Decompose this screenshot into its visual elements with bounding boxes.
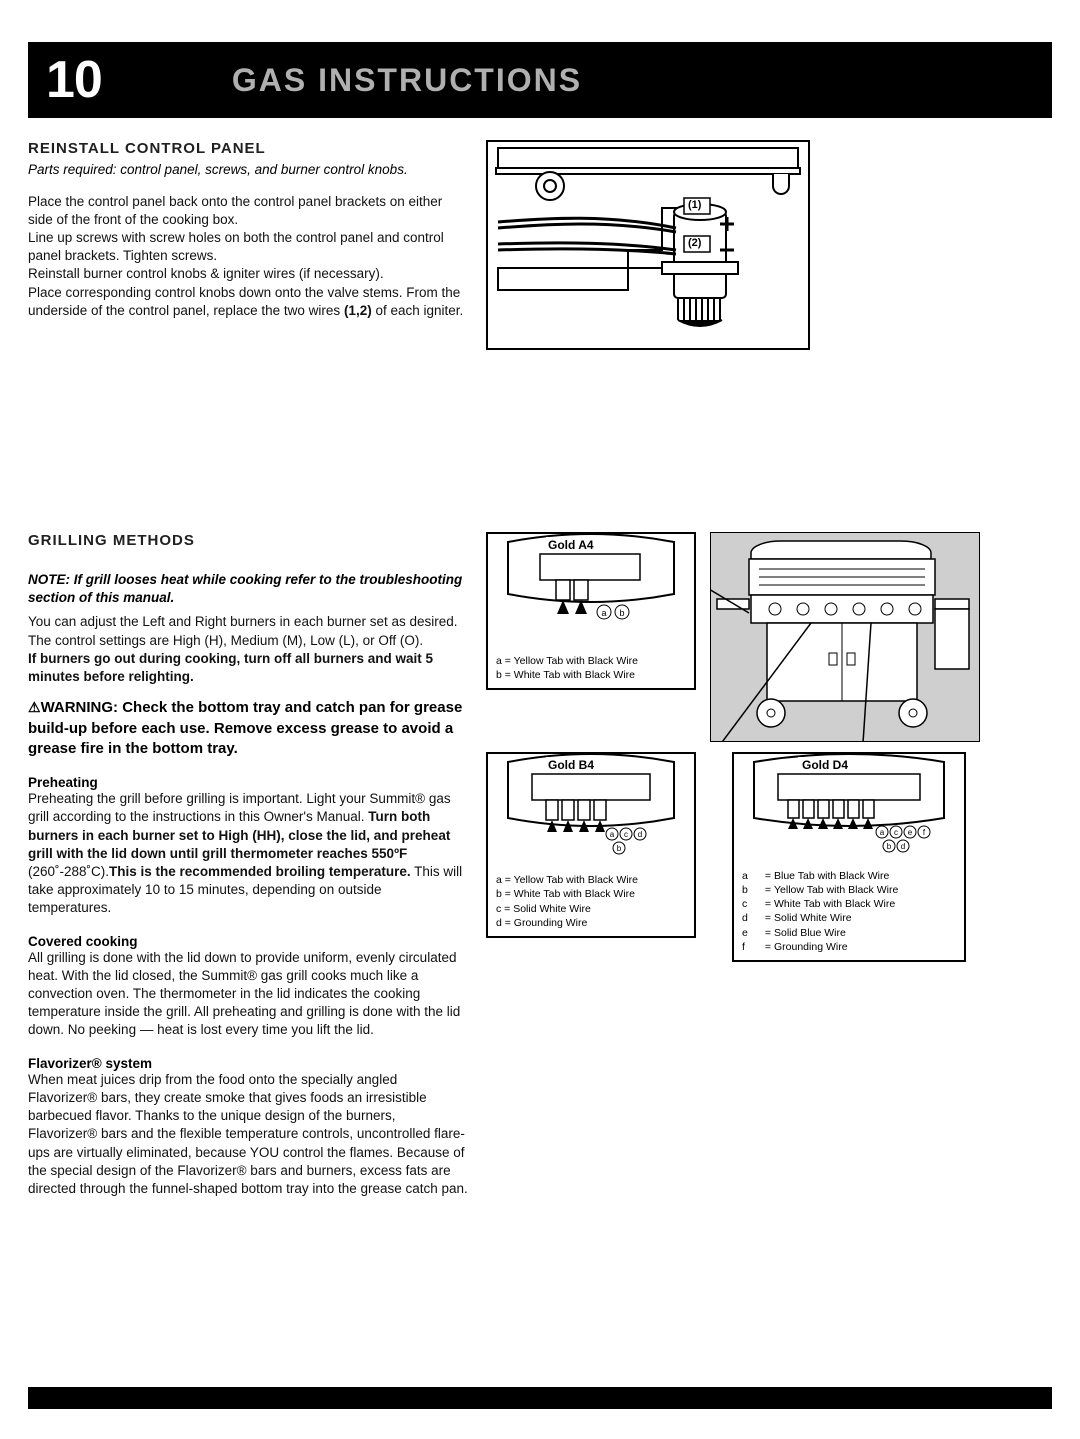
grilling-heading: GRILLING METHODS bbox=[28, 532, 468, 549]
gold-d4-legend-4: e=Solid Blue Wire bbox=[742, 926, 956, 940]
d4-eq4: = bbox=[762, 926, 774, 940]
d4-v1: Yellow Tab with Black Wire bbox=[774, 883, 898, 897]
d4-eq5: = bbox=[762, 940, 774, 954]
grill-line-art bbox=[711, 533, 979, 741]
d4-eq0: = bbox=[762, 869, 774, 883]
d4-eq3: = bbox=[762, 911, 774, 925]
covered-body: All grilling is done with the lid down t… bbox=[28, 949, 468, 1040]
gold-a4-legend-1: b = White Tab with Black Wire bbox=[496, 668, 686, 682]
gold-d4-panel: a c e f b d Gold D4 a=Blue Tab with Blac… bbox=[732, 752, 966, 962]
d4-k4: e bbox=[742, 926, 762, 940]
gold-d4-legend-2: c=White Tab with Black Wire bbox=[742, 897, 956, 911]
gold-b4-legend: a = Yellow Tab with Black Wire b = White… bbox=[488, 869, 694, 936]
section-grilling: GRILLING METHODS NOTE: If grill looses h… bbox=[28, 510, 1052, 1198]
gold-b4-legend-3: d = Grounding Wire bbox=[496, 916, 686, 930]
grilling-p2: If burners go out during cooking, turn o… bbox=[28, 650, 468, 686]
flavor-heading: Flavorizer® system bbox=[28, 1056, 468, 1071]
reinstall-text-col: REINSTALL CONTROL PANEL Parts required: … bbox=[28, 140, 468, 350]
d4-k3: d bbox=[742, 911, 762, 925]
igniter-diagram bbox=[488, 142, 808, 348]
igniter-figure: (1) (2) bbox=[486, 140, 810, 350]
d4-eq1: = bbox=[762, 883, 774, 897]
grilling-note: NOTE: If grill looses heat while cooking… bbox=[28, 571, 468, 607]
gold-d4-label: Gold D4 bbox=[802, 758, 848, 772]
reinstall-heading: REINSTALL CONTROL PANEL bbox=[28, 140, 468, 157]
grilling-p1: You can adjust the Left and Right burner… bbox=[28, 613, 468, 649]
grill-overview-panel bbox=[710, 532, 980, 742]
d4-v0: Blue Tab with Black Wire bbox=[774, 869, 889, 883]
figure-label-2: (2) bbox=[688, 237, 701, 249]
d4-v3: Solid White Wire bbox=[774, 911, 852, 925]
gold-b4-legend-1: b = White Tab with Black Wire bbox=[496, 887, 686, 901]
gold-b4-legend-2: c = Solid White Wire bbox=[496, 902, 686, 916]
reinstall-p4b: of each igniter. bbox=[372, 303, 464, 318]
gold-a4-legend-0: a = Yellow Tab with Black Wire bbox=[496, 654, 686, 668]
reinstall-body: Place the control panel back onto the co… bbox=[28, 193, 468, 321]
gold-d4-legend-0: a=Blue Tab with Black Wire bbox=[742, 869, 956, 883]
gold-a4-label: Gold A4 bbox=[548, 538, 594, 552]
preheat-body: Preheating the grill before grilling is … bbox=[28, 790, 468, 918]
grilling-warning: ⚠WARNING: Check the bottom tray and catc… bbox=[28, 698, 468, 759]
svg-text:b: b bbox=[887, 842, 892, 851]
reinstall-p4: Place corresponding control knobs down o… bbox=[28, 284, 468, 320]
footer-bar bbox=[28, 1387, 1052, 1409]
d4-v2: White Tab with Black Wire bbox=[774, 897, 895, 911]
reinstall-figure-col: (1) (2) bbox=[486, 140, 1052, 350]
header-bar: 10 GAS INSTRUCTIONS bbox=[28, 42, 1052, 118]
grill-multi-figure: a b Gold A4 a = Yellow Tab with Black Wi… bbox=[486, 532, 1026, 952]
svg-text:b: b bbox=[619, 608, 624, 618]
d4-v4: Solid Blue Wire bbox=[774, 926, 846, 940]
flavor-body: When meat juices drip from the food onto… bbox=[28, 1071, 468, 1199]
warning-triangle-icon: ⚠ bbox=[28, 699, 41, 715]
svg-text:a: a bbox=[880, 828, 885, 837]
gold-d4-legend: a=Blue Tab with Black Wire b=Yellow Tab … bbox=[734, 865, 964, 960]
reinstall-p4-bold: (1,2) bbox=[344, 303, 372, 318]
d4-k5: f bbox=[742, 940, 762, 954]
warning-text: WARNING: Check the bottom tray and catch… bbox=[28, 699, 462, 757]
d4-v5: Grounding Wire bbox=[774, 940, 848, 954]
preheat-bold2: This is the recommended broiling tempera… bbox=[109, 864, 411, 879]
gold-b4-panel: a c d b Gold B4 a = Yellow Tab with Blac… bbox=[486, 752, 696, 938]
svg-text:b: b bbox=[617, 844, 622, 853]
gold-d4-legend-5: f=Grounding Wire bbox=[742, 940, 956, 954]
svg-text:c: c bbox=[624, 830, 628, 839]
svg-text:a: a bbox=[610, 830, 615, 839]
d4-k2: c bbox=[742, 897, 762, 911]
reinstall-p3: Reinstall burner control knobs & igniter… bbox=[28, 265, 468, 283]
reinstall-p2: Line up screws with screw holes on both … bbox=[28, 229, 468, 265]
d4-k0: a bbox=[742, 869, 762, 883]
page-number: 10 bbox=[46, 50, 102, 110]
section-reinstall: REINSTALL CONTROL PANEL Parts required: … bbox=[28, 118, 1052, 350]
gold-d4-legend-1: b=Yellow Tab with Black Wire bbox=[742, 883, 956, 897]
parts-required: Parts required: control panel, screws, a… bbox=[28, 161, 468, 179]
gold-b4-legend-0: a = Yellow Tab with Black Wire bbox=[496, 873, 686, 887]
gold-a4-legend: a = Yellow Tab with Black Wire b = White… bbox=[488, 650, 694, 688]
covered-heading: Covered cooking bbox=[28, 934, 468, 949]
svg-text:a: a bbox=[601, 608, 606, 618]
svg-text:c: c bbox=[894, 828, 898, 837]
svg-text:d: d bbox=[638, 830, 642, 839]
preheat-heading: Preheating bbox=[28, 775, 468, 790]
gold-d4-diagram: a c e f b d bbox=[734, 754, 964, 866]
figure-label-1: (1) bbox=[688, 199, 701, 211]
d4-k1: b bbox=[742, 883, 762, 897]
page-title: GAS INSTRUCTIONS bbox=[232, 62, 582, 99]
svg-text:e: e bbox=[908, 828, 913, 837]
grilling-figure-col: a b Gold A4 a = Yellow Tab with Black Wi… bbox=[486, 532, 1052, 1198]
reinstall-p1: Place the control panel back onto the co… bbox=[28, 193, 468, 229]
d4-eq2: = bbox=[762, 897, 774, 911]
gold-b4-label: Gold B4 bbox=[548, 758, 594, 772]
grilling-text-col: GRILLING METHODS NOTE: If grill looses h… bbox=[28, 532, 468, 1198]
svg-text:d: d bbox=[901, 842, 905, 851]
preheat-mid: (260˚-288˚C). bbox=[28, 864, 109, 879]
gold-d4-legend-3: d=Solid White Wire bbox=[742, 911, 956, 925]
gold-a4-panel: a b Gold A4 a = Yellow Tab with Black Wi… bbox=[486, 532, 696, 690]
